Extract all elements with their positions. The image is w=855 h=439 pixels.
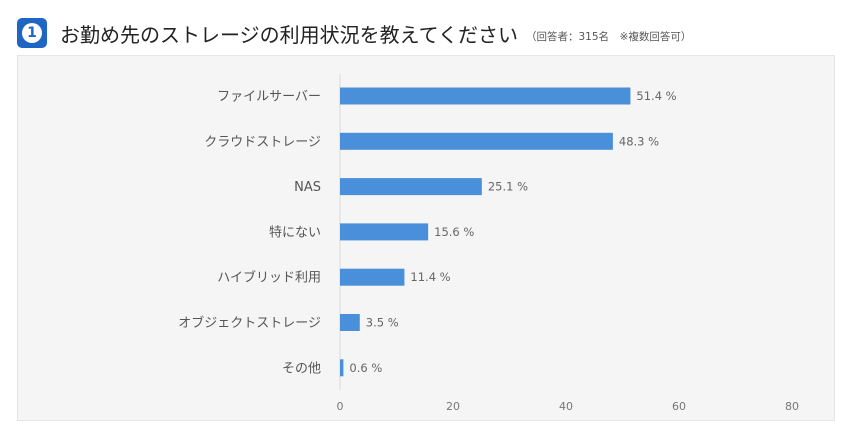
chart-header: 1 お勤め先のストレージの利用状況を教えてください （回答者：315名 ※複数回… — [17, 16, 837, 50]
value-label: 11.4 % — [410, 270, 450, 284]
bar — [340, 132, 613, 150]
category-label: ファイルサーバー — [217, 90, 321, 105]
x-tick-label: 0 — [337, 400, 344, 413]
value-label: 25.1 % — [488, 180, 528, 194]
value-label: 0.6 % — [349, 361, 382, 375]
bar — [340, 359, 344, 377]
question-title: お勤め先のストレージの利用状況を教えてください — [60, 22, 518, 47]
category-label: NAS — [294, 180, 321, 195]
question-number-badge: 1 — [17, 18, 47, 48]
value-label: 48.3 % — [619, 134, 659, 148]
category-label: その他 — [282, 361, 321, 376]
question-number: 1 — [22, 23, 42, 43]
x-tick-label: 80 — [785, 400, 799, 413]
x-tick-label: 60 — [672, 400, 686, 413]
respondent-note: （回答者：315名 ※複数回答可） — [526, 30, 692, 43]
bar — [340, 87, 631, 105]
category-label: オブジェクトストレージ — [178, 315, 321, 331]
value-label: 15.6 % — [434, 225, 474, 239]
value-label: 51.4 % — [636, 89, 676, 103]
bar — [340, 314, 360, 331]
x-tick-label: 20 — [446, 400, 460, 413]
bar — [340, 223, 429, 241]
value-label: 3.5 % — [366, 316, 399, 330]
category-label: ハイブリッド利用 — [217, 270, 321, 286]
x-tick-label: 40 — [559, 400, 573, 413]
category-label: 特にない — [269, 225, 321, 240]
category-label: クラウドストレージ — [204, 135, 321, 150]
bar — [340, 178, 482, 196]
bar — [340, 268, 405, 286]
